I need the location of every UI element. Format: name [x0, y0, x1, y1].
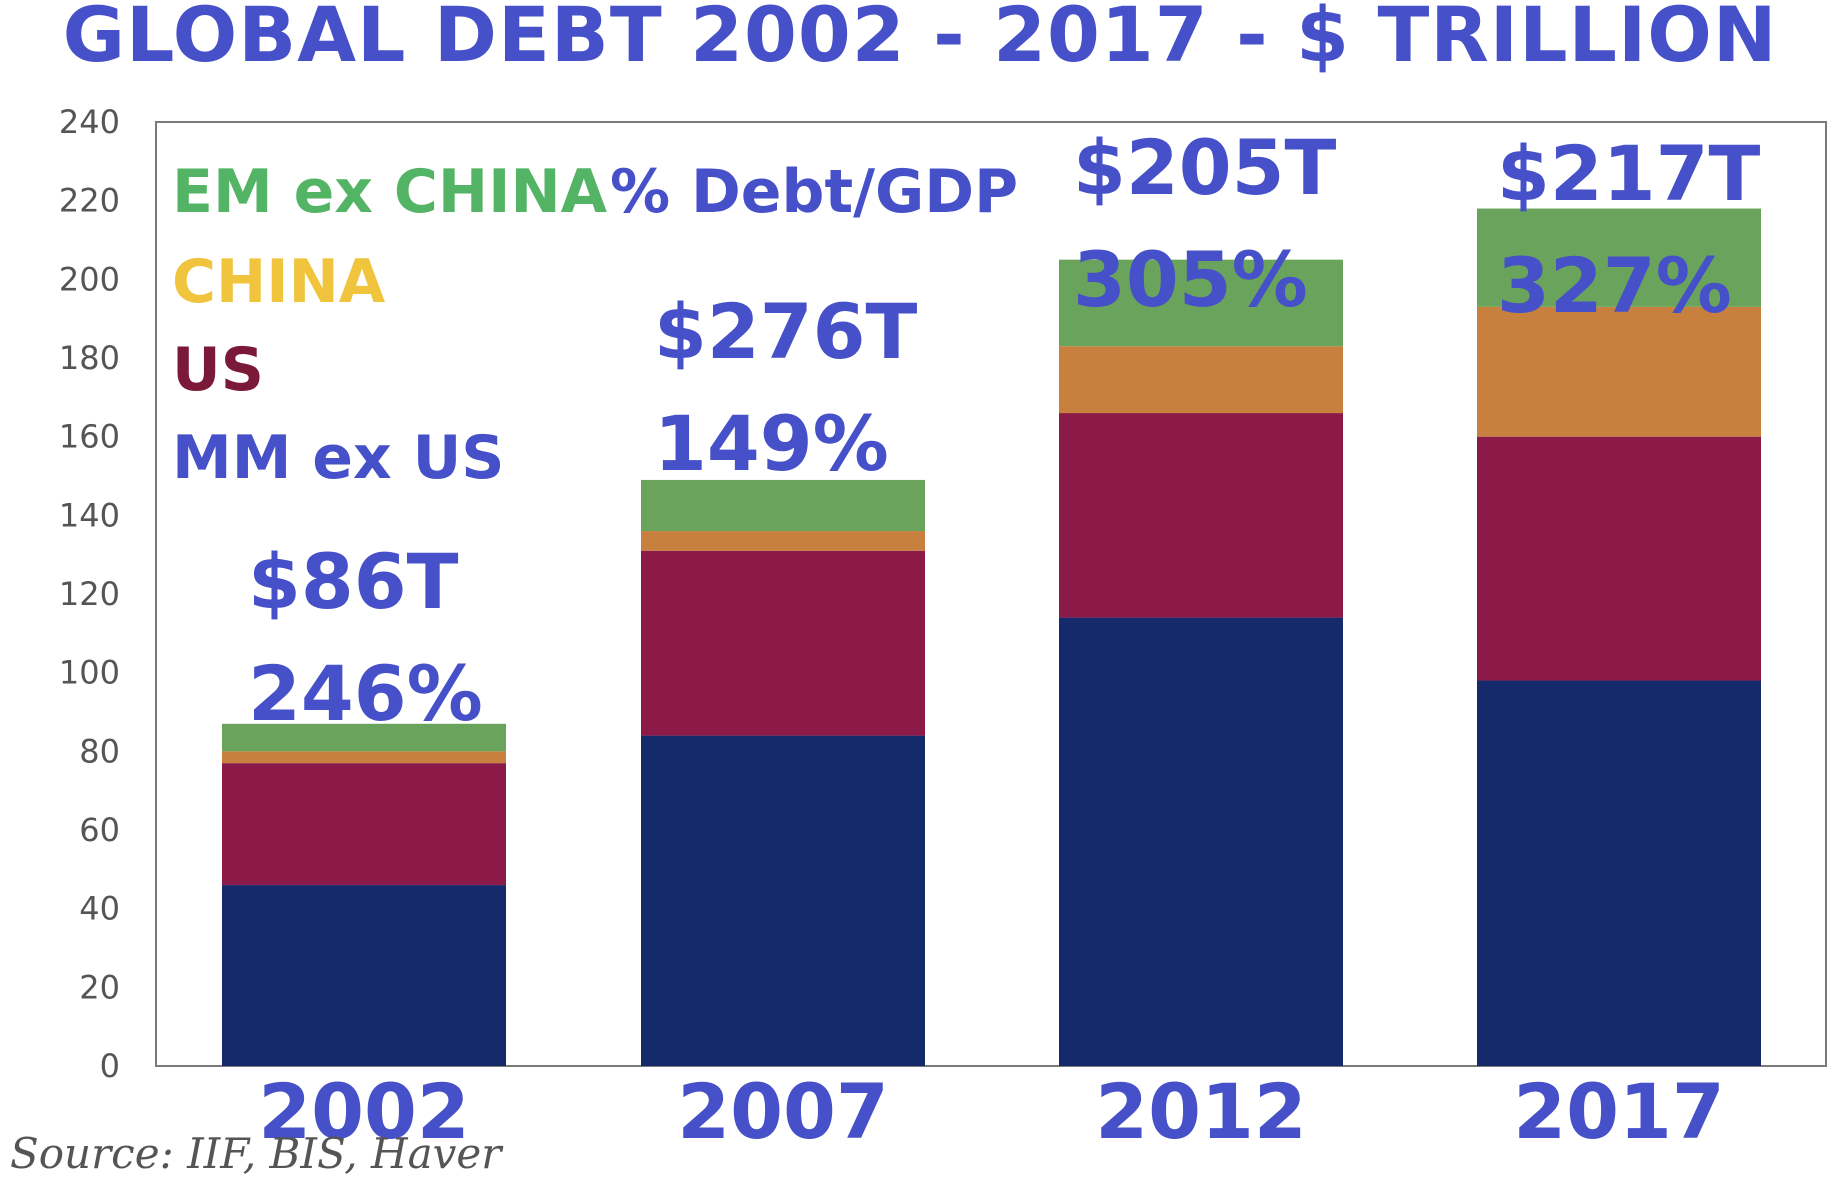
y-tick-label: 0	[100, 1047, 120, 1085]
legend-note: % Debt/GDP	[610, 157, 1018, 227]
x-tick-label: 2007	[677, 1067, 889, 1156]
y-tick-label: 140	[59, 496, 120, 534]
bar-segment	[222, 885, 506, 1066]
bar-segment	[641, 550, 925, 736]
legend-item: CHINA	[172, 247, 386, 317]
bar-segment	[641, 531, 925, 551]
bar-total-label: $205T	[1073, 123, 1337, 212]
bar-segment	[1477, 680, 1761, 1066]
bar-segment	[1477, 306, 1761, 437]
bar-segment	[1059, 346, 1343, 414]
bar-segment	[1477, 208, 1761, 307]
x-tick-label: 2012	[1095, 1067, 1307, 1156]
plot-frame	[155, 121, 1827, 1067]
y-tick-label: 240	[59, 103, 120, 141]
bar-segment	[222, 723, 506, 752]
legend-item: US	[172, 335, 264, 405]
y-tick-label: 100	[59, 654, 120, 692]
bar-segment	[1059, 617, 1343, 1066]
x-tick-label: 2017	[1513, 1067, 1725, 1156]
bar-pct-label: 246%	[248, 649, 483, 738]
chart-title: GLOBAL DEBT 2002 - 2017 - $ TRILLION	[62, 0, 1778, 79]
y-tick-label: 120	[59, 575, 120, 613]
bar-total-label: $217T	[1497, 129, 1761, 218]
y-tick-label: 60	[79, 811, 120, 849]
bar-segment	[641, 479, 925, 532]
bar-total-label: $276T	[654, 287, 918, 376]
bar-segment	[1059, 413, 1343, 618]
y-tick-label: 160	[59, 418, 120, 456]
y-tick-label: 20	[79, 968, 120, 1006]
y-tick-label: 40	[79, 890, 120, 928]
source-note: Source: IIF, BIS, Haver	[10, 1129, 502, 1178]
bar-pct-label: 327%	[1497, 241, 1732, 330]
bar-total-label: $86T	[248, 537, 459, 626]
y-tick-label: 80	[79, 732, 120, 770]
bar-segment	[641, 735, 925, 1066]
bar-segment	[1059, 259, 1343, 347]
x-tick-label: 2002	[258, 1067, 470, 1156]
legend-item: EM ex CHINA	[172, 157, 608, 227]
bar-pct-label: 149%	[654, 399, 889, 488]
y-tick-label: 180	[59, 339, 120, 377]
bar-segment	[1477, 436, 1761, 681]
y-tick-label: 220	[59, 182, 120, 220]
legend-item: MM ex US	[172, 423, 505, 493]
bar-pct-label: 305%	[1073, 235, 1308, 324]
y-tick-label: 200	[59, 260, 120, 298]
bar-segment	[222, 751, 506, 764]
bar-segment	[222, 763, 506, 886]
